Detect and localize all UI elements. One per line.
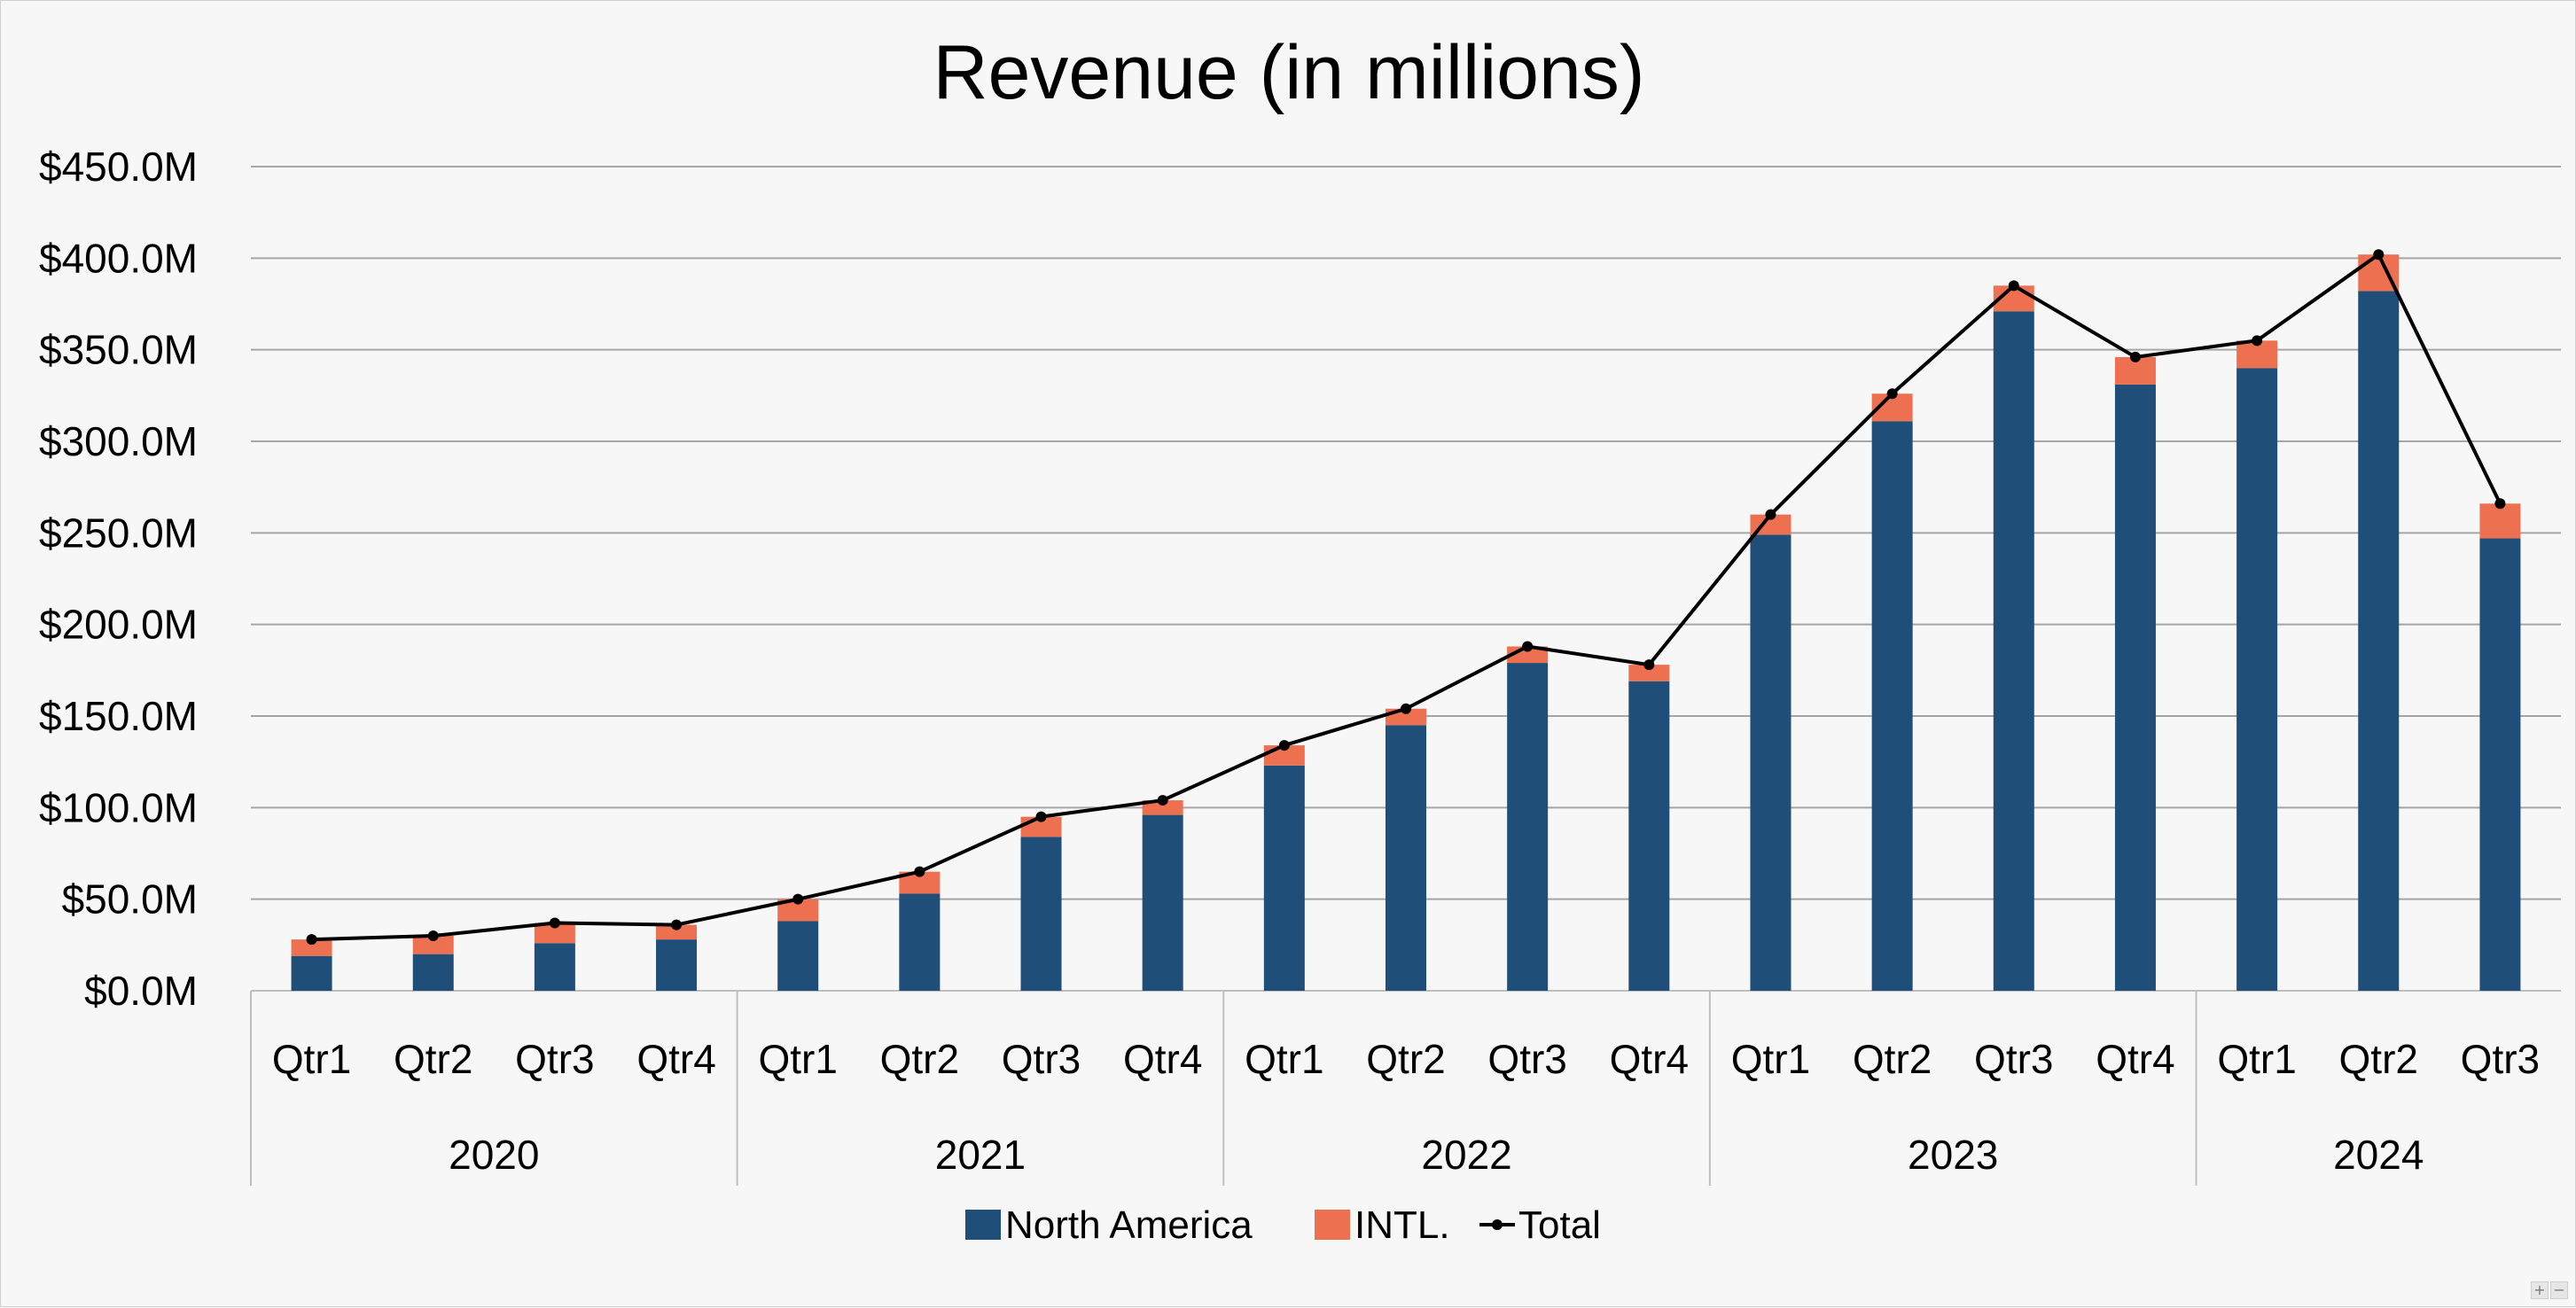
y-tick-label: $300.0M: [39, 418, 198, 464]
y-tick-label: $100.0M: [39, 784, 198, 830]
bar-north-america: [1750, 534, 1791, 991]
total-point: [2252, 335, 2263, 346]
bar-north-america: [1263, 765, 1305, 991]
y-tick-label: $200.0M: [39, 602, 198, 648]
y-tick-label: $450.0M: [39, 144, 198, 190]
total-point: [2008, 280, 2019, 292]
bar-intl: [534, 923, 575, 944]
legend-marker-total: [1492, 1219, 1503, 1230]
y-tick-label: $400.0M: [39, 235, 198, 281]
x-tick-label: Qtr1: [758, 1036, 837, 1082]
bar-north-america: [1507, 663, 1549, 991]
total-point: [2373, 249, 2385, 261]
bar-intl: [656, 924, 698, 940]
y-tick-label: $0.0M: [84, 968, 198, 1014]
zoom-out-button[interactable]: −: [2550, 1281, 2568, 1299]
total-point: [671, 919, 683, 930]
total-point: [914, 866, 925, 877]
legend-label-total: Total: [1518, 1203, 1601, 1247]
x-tick-label: Qtr1: [1245, 1036, 1323, 1082]
bar-intl: [291, 939, 332, 956]
total-point: [2494, 498, 2506, 510]
x-tick-label: Qtr1: [272, 1036, 351, 1082]
total-point: [1278, 740, 1290, 751]
legend-swatch-north-america: [965, 1210, 1001, 1240]
year-label: 2023: [1908, 1132, 1998, 1178]
x-tick-label: Qtr3: [1974, 1036, 2053, 1082]
bar-north-america: [291, 955, 332, 991]
y-tick-label: $350.0M: [39, 327, 198, 373]
x-tick-label: Qtr2: [2339, 1036, 2418, 1082]
bar-north-america: [2479, 538, 2521, 991]
year-label: 2022: [1421, 1132, 1511, 1178]
x-tick-label: Qtr3: [2461, 1036, 2540, 1082]
bar-intl: [2479, 503, 2521, 539]
total-point: [1157, 795, 1168, 806]
total-point: [427, 930, 439, 941]
x-tick-label: Qtr4: [2096, 1036, 2174, 1082]
x-tick-label: Qtr2: [1853, 1036, 1932, 1082]
y-tick-label: $250.0M: [39, 510, 198, 556]
bar-north-america: [534, 943, 575, 991]
legend-swatch-intl: [1315, 1210, 1350, 1240]
bar-north-america: [1871, 421, 1913, 991]
x-tick-label: Qtr4: [636, 1036, 715, 1082]
total-point: [792, 893, 804, 905]
x-tick-label: Qtr2: [1366, 1036, 1445, 1082]
x-tick-label: Qtr3: [515, 1036, 594, 1082]
x-tick-label: Qtr2: [394, 1036, 472, 1082]
year-label: 2021: [935, 1132, 1026, 1178]
bar-intl: [1142, 800, 1183, 815]
x-tick-label: Qtr3: [1487, 1036, 1566, 1082]
total-point: [1765, 509, 1776, 520]
bar-intl: [1628, 665, 1670, 681]
total-point: [1401, 703, 1411, 714]
bar-north-america: [899, 893, 941, 991]
year-label: 2024: [2333, 1132, 2424, 1178]
bar-north-america: [1386, 725, 1426, 991]
total-point: [549, 917, 560, 929]
total-point: [1522, 641, 1534, 652]
x-tick-label: Qtr1: [1731, 1036, 1810, 1082]
bar-north-america: [2358, 291, 2400, 991]
y-tick-label: $50.0M: [62, 876, 198, 923]
x-tick-label: Qtr1: [2217, 1036, 2296, 1082]
bar-north-america: [777, 921, 819, 991]
bar-north-america: [1142, 814, 1183, 991]
bar-north-america: [412, 954, 454, 991]
bar-north-america: [1020, 837, 1062, 991]
zoom-in-button[interactable]: +: [2531, 1281, 2549, 1299]
total-point: [1643, 659, 1655, 671]
legend-label-intl: INTL.: [1354, 1203, 1450, 1247]
bar-north-america: [1628, 681, 1670, 991]
total-point: [1035, 811, 1047, 822]
x-tick-label: Qtr4: [1610, 1036, 1689, 1082]
bar-north-america: [656, 939, 698, 991]
bar-north-america: [2114, 384, 2156, 991]
y-tick-label: $150.0M: [39, 693, 198, 739]
bar-north-america: [2236, 368, 2278, 991]
zoom-widget: + −: [2531, 1281, 2568, 1299]
total-point: [1886, 388, 1898, 400]
legend-label-north-america: North America: [1005, 1203, 1253, 1247]
x-tick-label: Qtr4: [1123, 1036, 1202, 1082]
year-label: 2020: [449, 1132, 539, 1178]
x-tick-label: Qtr2: [880, 1036, 959, 1082]
bar-intl: [412, 936, 454, 954]
bar-north-america: [1993, 311, 2034, 991]
total-point: [306, 934, 317, 946]
total-point: [2129, 351, 2141, 362]
chart-title: Revenue (in millions): [933, 30, 1645, 115]
x-tick-label: Qtr3: [1002, 1036, 1081, 1082]
